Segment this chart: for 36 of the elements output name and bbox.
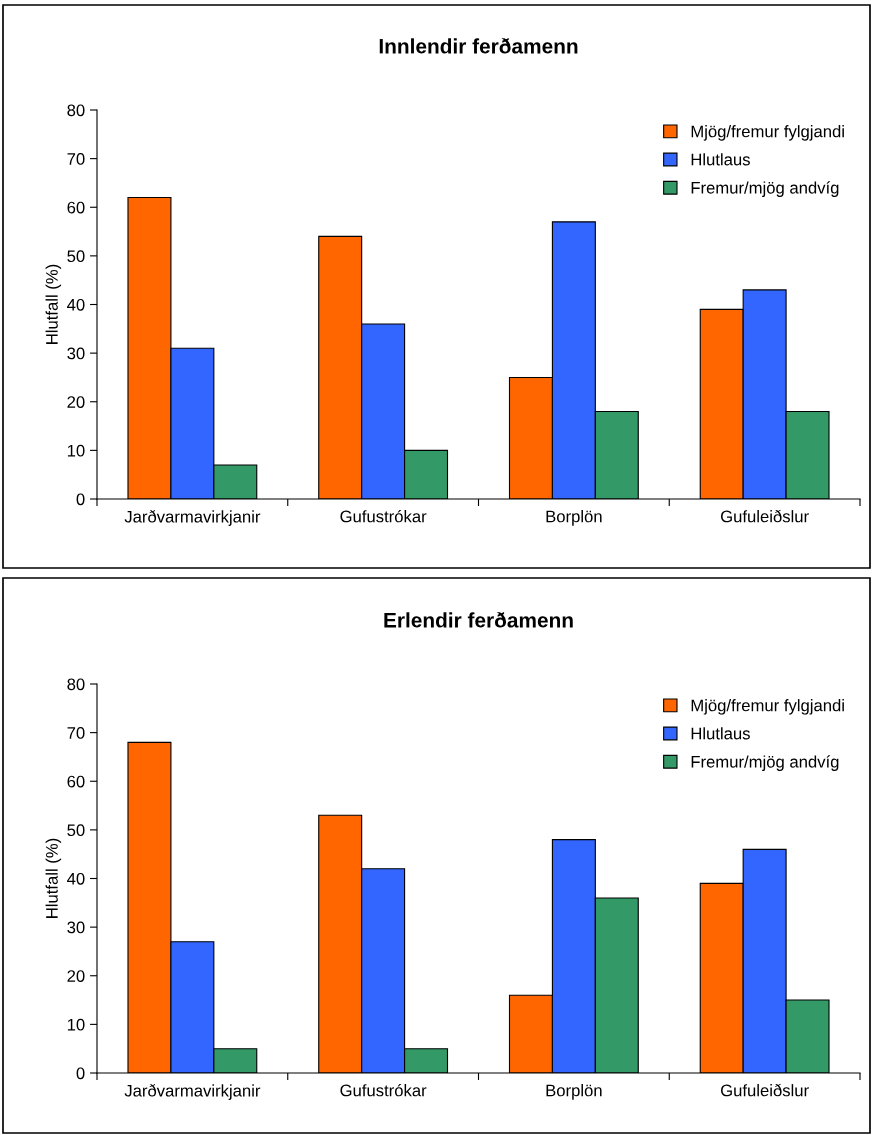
- y-tick-label: 80: [67, 104, 85, 117]
- y-tick-label: 40: [67, 872, 85, 885]
- legend-label: Mjög/fremur fylgjandi: [691, 125, 844, 141]
- x-tick-label: Gufuleiðslur: [721, 1083, 809, 1097]
- x-tick-label: Borplön: [546, 510, 602, 526]
- x-tick-label: Borplön: [546, 1084, 602, 1100]
- legend-label: Hlutlaus: [691, 153, 750, 166]
- y-tick-label: 40: [67, 298, 85, 311]
- y-tick-label: 50: [67, 824, 85, 837]
- x-tick-label: Jarðvarmavirkjanir: [124, 1084, 261, 1100]
- y-tick-label: 50: [67, 250, 85, 263]
- y-tick-label: 60: [67, 201, 85, 214]
- chart-title: Innlendir ferðamenn: [379, 38, 578, 54]
- x-tick-label: Gufuleiðslur: [721, 509, 809, 523]
- y-tick-label: 30: [67, 347, 85, 360]
- y-tick-label: 10: [67, 444, 85, 457]
- y-tick-label: 70: [67, 153, 85, 165]
- y-tick-label: 30: [67, 921, 85, 934]
- y-tick-label: 70: [67, 727, 85, 739]
- y-tick-label: 10: [67, 1018, 85, 1031]
- y-tick-label: 20: [67, 970, 85, 982]
- x-tick-label: Jarðvarmavirkjanir: [124, 510, 261, 526]
- y-tick-label: 0: [76, 1067, 85, 1080]
- y-axis-title: Hlutfall (%): [45, 264, 62, 344]
- chart-title: Erlendir ferðamenn: [384, 612, 573, 628]
- x-tick-label: Gufustrókar: [340, 509, 427, 523]
- legend-label: Fremur/mjög andvíg: [691, 755, 839, 771]
- y-tick-label: 0: [76, 493, 85, 506]
- y-tick-label: 20: [67, 396, 85, 408]
- y-tick-label: 60: [67, 775, 85, 788]
- y-axis-title: Hlutfall (%): [45, 838, 62, 918]
- y-tick-label: 80: [67, 678, 85, 691]
- legend-label: Hlutlaus: [691, 727, 750, 740]
- legend-label: Mjög/fremur fylgjandi: [691, 699, 844, 715]
- x-tick-label: Gufustrókar: [340, 1083, 427, 1097]
- legend-label: Fremur/mjög andvíg: [691, 181, 839, 197]
